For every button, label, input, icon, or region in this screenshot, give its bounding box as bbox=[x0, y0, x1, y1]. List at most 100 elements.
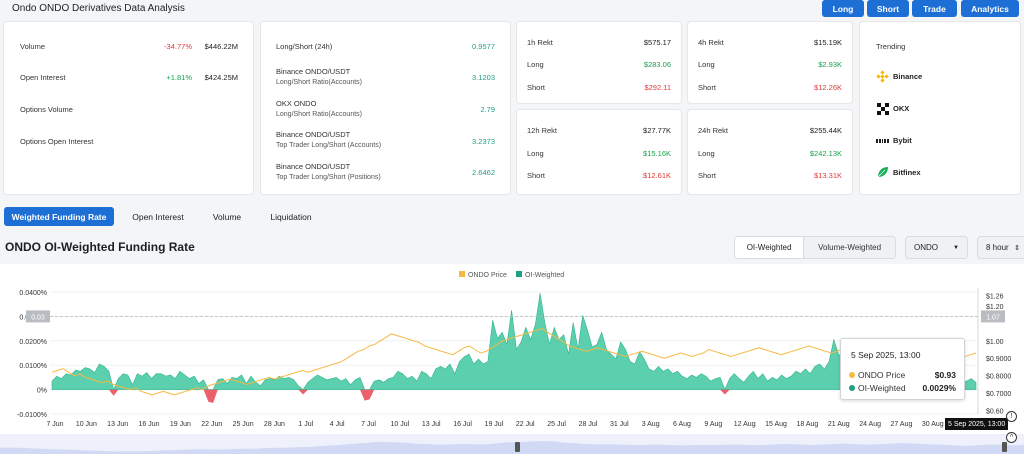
trade-button[interactable]: Trade bbox=[912, 0, 957, 17]
oi-weighted-positive-area bbox=[51, 293, 977, 391]
navigator-handle-right bbox=[1002, 442, 1007, 452]
rekt-1h-card: 1h Rekt $575.17 Long $283.06 Short $292.… bbox=[516, 21, 682, 104]
long-button[interactable]: Long bbox=[822, 0, 864, 17]
x-tick-label: 25 Jul bbox=[547, 421, 566, 428]
tab-weighted-funding-rate[interactable]: Weighted Funding Rate bbox=[4, 207, 114, 226]
binance-accounts-sub: Long/Short Ratio(Accounts) bbox=[276, 79, 362, 86]
trending-item-binance[interactable]: Binance bbox=[876, 70, 922, 83]
funding-rate-chart: ONDO PriceOI-Weighted0.0400%0.0300%0.020… bbox=[0, 264, 1024, 454]
x-tick-label: 3 Aug bbox=[642, 421, 660, 428]
crosshair-time-tag: 5 Sep 2025, 13:00 bbox=[945, 418, 1009, 430]
trending-item-bitfinex[interactable]: Bitfinex bbox=[876, 166, 921, 179]
rekt-1h-long: $283.06 bbox=[643, 60, 671, 69]
x-tick-label: 16 Jun bbox=[139, 421, 160, 428]
rekt-4h-title: 4h Rekt bbox=[698, 38, 724, 47]
y-left-tick-label: -0.0100% bbox=[17, 412, 47, 419]
options-open-interest-label: Options Open Interest bbox=[20, 137, 94, 146]
trending-item-bybit[interactable]: Bybit bbox=[876, 134, 912, 147]
x-tick-label: 6 Aug bbox=[673, 421, 691, 428]
volume-label: Volume bbox=[20, 42, 46, 51]
rekt-1h-total: $575.17 bbox=[643, 38, 671, 47]
x-tick-label: 24 Aug bbox=[859, 421, 881, 428]
legend-oi-label: OI-Weighted bbox=[525, 272, 564, 279]
volume-change: -34.77% bbox=[164, 42, 192, 51]
trending-label-okx: OKX bbox=[893, 104, 910, 113]
short-button[interactable]: Short bbox=[867, 0, 909, 17]
rekt-24h-long-label: Long bbox=[698, 149, 715, 158]
chevron-up-icon[interactable]: ^ bbox=[1006, 432, 1017, 443]
binance-icon bbox=[876, 70, 889, 83]
y-right-tick-label: $0.7000 bbox=[986, 391, 1011, 398]
binance-top-positions-sub: Top Trader Long/Short (Positions) bbox=[276, 174, 381, 181]
x-tick-label: 27 Aug bbox=[891, 421, 913, 428]
rekt-4h-short: $12.26K bbox=[814, 83, 842, 92]
x-tick-label: 13 Jun bbox=[107, 421, 128, 428]
rekt-24h-long: $242.13K bbox=[809, 149, 842, 158]
rekt-12h-long: $15.16K bbox=[643, 149, 671, 158]
x-tick-label: 21 Aug bbox=[828, 421, 850, 428]
summary-card: Volume -34.77% $446.22M Open Interest +1… bbox=[3, 21, 254, 195]
trending-label-bybit: Bybit bbox=[893, 136, 912, 145]
volume-weighted-option[interactable]: Volume-Weighted bbox=[804, 237, 895, 258]
rekt-4h-total: $15.19K bbox=[814, 38, 842, 47]
y-right-tick-label: $1.20 bbox=[986, 304, 1004, 311]
tab-open-interest[interactable]: Open Interest bbox=[132, 211, 184, 222]
volume-value: $446.22M bbox=[204, 42, 238, 51]
y-right-tick-label: $0.9000 bbox=[986, 356, 1011, 363]
bitfinex-icon bbox=[876, 166, 889, 179]
binance-accounts-label: Binance ONDO/USDT bbox=[276, 67, 351, 76]
top-bar: Ondo ONDO Derivatives Data Analysis Long… bbox=[0, 0, 1024, 18]
y-right-tick-label: $0.60 bbox=[986, 409, 1004, 416]
navigator-area bbox=[0, 441, 1024, 454]
x-tick-label: 12 Aug bbox=[734, 421, 756, 428]
x-tick-label: 25 Jun bbox=[233, 421, 254, 428]
x-tick-label: 18 Aug bbox=[796, 421, 818, 428]
x-tick-label: 19 Jun bbox=[170, 421, 191, 428]
binance-top-accounts-label: Binance ONDO/USDT bbox=[276, 130, 351, 139]
x-tick-label: 4 Jul bbox=[330, 421, 345, 428]
rekt-4h-long: $2.93K bbox=[818, 60, 842, 69]
tooltip-oi-label: OI-Weighted bbox=[858, 383, 906, 393]
tab-liquidation[interactable]: Liquidation bbox=[270, 211, 312, 222]
chart-tooltip: 5 Sep 2025, 13:00 ONDO Price $0.93 OI-We… bbox=[840, 338, 965, 400]
rekt-1h-long-label: Long bbox=[527, 60, 544, 69]
open-interest-label: Open Interest bbox=[20, 73, 66, 82]
y-right-tick-label: $1.00 bbox=[986, 339, 1004, 346]
crosshair-right-tag: 1.07 bbox=[986, 314, 1000, 321]
tooltip-date: 5 Sep 2025, 13:00 bbox=[851, 350, 921, 360]
binance-top-positions-label: Binance ONDO/USDT bbox=[276, 162, 351, 171]
trending-item-okx[interactable]: OKX bbox=[876, 102, 909, 115]
y-right-tick-label: $1.26 bbox=[986, 293, 1004, 300]
x-tick-label: 10 Jun bbox=[76, 421, 97, 428]
x-tick-label: 9 Aug bbox=[704, 421, 722, 428]
okx-accounts-label: OKX ONDO bbox=[276, 99, 317, 108]
oi-weighted-option[interactable]: OI-Weighted bbox=[735, 237, 805, 258]
trending-card: Trending bbox=[859, 21, 1021, 195]
info-icon[interactable]: ! bbox=[1006, 411, 1017, 422]
coin-select[interactable]: ONDO ▼ bbox=[905, 236, 968, 259]
rekt-12h-long-label: Long bbox=[527, 149, 544, 158]
oi-dot-icon bbox=[849, 385, 855, 391]
okx-accounts-sub: Long/Short Ratio(Accounts) bbox=[276, 111, 362, 118]
open-interest-value: $424.25M bbox=[204, 73, 238, 82]
interval-select[interactable]: 8 hour ⇕ bbox=[977, 236, 1024, 259]
y-left-tick-label: 0.0100% bbox=[19, 363, 47, 370]
analytics-button[interactable]: Analytics bbox=[961, 0, 1019, 17]
tab-volume[interactable]: Volume bbox=[212, 211, 242, 222]
rekt-12h-card: 12h Rekt $27.77K Long $15.16K Short $12.… bbox=[516, 109, 682, 195]
x-tick-label: 22 Jul bbox=[516, 421, 535, 428]
x-tick-label: 13 Jul bbox=[422, 421, 441, 428]
x-tick-label: 30 Aug bbox=[922, 421, 944, 428]
tooltip-price-row: ONDO Price bbox=[849, 370, 905, 380]
tooltip-oi-value: 0.0029% bbox=[922, 383, 956, 393]
x-tick-label: 31 Jul bbox=[610, 421, 629, 428]
rekt-24h-title: 24h Rekt bbox=[698, 126, 729, 135]
rekt-4h-card: 4h Rekt $15.19K Long $2.93K Short $12.26… bbox=[687, 21, 853, 104]
okx-icon bbox=[876, 102, 889, 115]
page-title: Ondo ONDO Derivatives Data Analysis bbox=[12, 3, 185, 14]
interval-select-value: 8 hour bbox=[986, 243, 1009, 252]
x-tick-label: 22 Jun bbox=[201, 421, 222, 428]
x-tick-label: 7 Jun bbox=[46, 421, 63, 428]
updown-icon: ⇕ bbox=[1014, 244, 1020, 252]
ratios-card: Long/Short (24h) 0.9577 Binance ONDO/USD… bbox=[260, 21, 511, 195]
